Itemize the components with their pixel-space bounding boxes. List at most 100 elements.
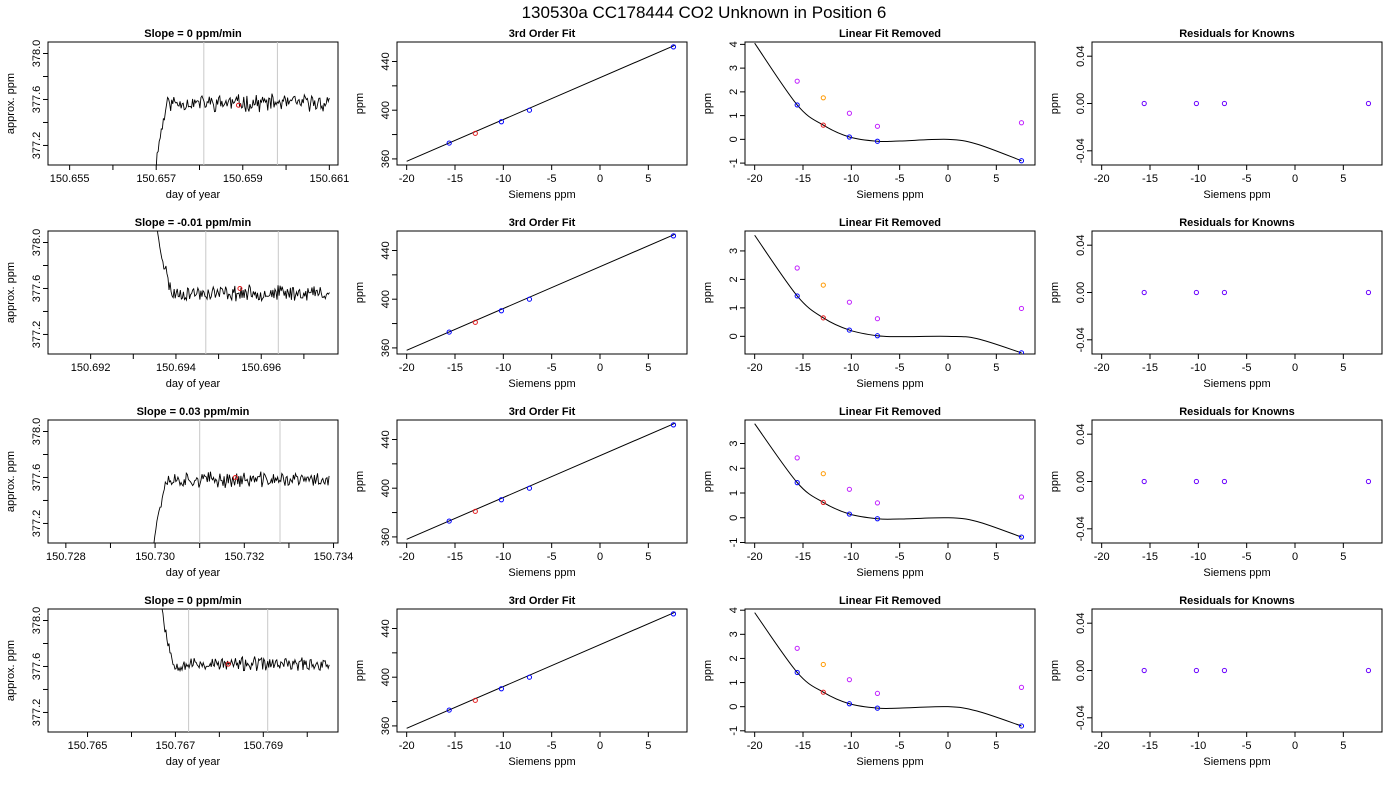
y-tick-label: 0 bbox=[728, 333, 740, 339]
data-point bbox=[794, 265, 800, 271]
data-point bbox=[1221, 289, 1228, 296]
y-axis-label: approx. ppm bbox=[5, 262, 17, 323]
y-tick-label: 377.2 bbox=[31, 132, 43, 160]
data-point bbox=[1365, 289, 1372, 296]
data-point bbox=[498, 308, 504, 314]
y-tick-label: -0.04 bbox=[1075, 327, 1087, 352]
x-tick-label: -10 bbox=[843, 551, 859, 563]
x-tick-label: 0 bbox=[945, 551, 951, 563]
data-point bbox=[1193, 478, 1200, 485]
y-axis-label: ppm bbox=[1049, 660, 1061, 681]
x-tick-label: 0 bbox=[945, 740, 951, 752]
y-tick-label: 2 bbox=[728, 89, 740, 95]
plot-frame bbox=[744, 608, 1036, 733]
panel-title: 3rd Order Fit bbox=[509, 595, 576, 607]
y-axis-label: ppm bbox=[1049, 282, 1061, 303]
y-axis-label: ppm bbox=[354, 93, 366, 114]
plot-frame bbox=[744, 41, 1036, 166]
plot-frame bbox=[744, 419, 1036, 544]
x-axis-label: Siemens ppm bbox=[856, 567, 923, 579]
panel-1-4: Residuals for Knowns -20 -15 -10 -5 0 5 -0.04 0.… bbox=[1049, 28, 1383, 201]
data-point bbox=[670, 233, 677, 239]
y-tick-label: 0.00 bbox=[1075, 471, 1087, 492]
y-tick-label: 377.2 bbox=[31, 699, 43, 727]
x-tick-label: -20 bbox=[1094, 740, 1110, 752]
panel-title: Residuals for Knowns bbox=[1179, 406, 1295, 418]
plot-area bbox=[1141, 100, 1372, 107]
panel-title: Linear Fit Removed bbox=[839, 595, 941, 607]
data-point bbox=[846, 110, 853, 116]
x-tick-label: 5 bbox=[645, 740, 651, 752]
panel-2-3: Linear Fit Removed -20 -15 -10 -5 0 5 0 1 2 3 Sieme… bbox=[702, 217, 1036, 390]
x-tick-label: -10 bbox=[495, 551, 511, 563]
data-point bbox=[472, 130, 478, 136]
x-axis-label: Siemens ppm bbox=[1203, 189, 1270, 201]
panel-title: Linear Fit Removed bbox=[839, 28, 941, 40]
x-tick-label: 150.734 bbox=[314, 551, 354, 563]
x-tick-label: -20 bbox=[399, 173, 415, 185]
x-tick-label: 150.769 bbox=[243, 740, 283, 752]
x-tick-label: -5 bbox=[1242, 740, 1252, 752]
x-axis-label: Siemens ppm bbox=[856, 378, 923, 390]
sample-marker bbox=[232, 474, 238, 480]
panel-title: Slope = 0 ppm/min bbox=[144, 595, 242, 607]
x-tick-label: -15 bbox=[447, 173, 463, 185]
x-tick-label: -20 bbox=[747, 551, 763, 563]
y-tick-label: 440 bbox=[380, 619, 392, 637]
x-tick-label: -20 bbox=[1094, 551, 1110, 563]
data-point bbox=[1018, 305, 1025, 312]
x-axis-label: Siemens ppm bbox=[1203, 567, 1270, 579]
panel-4-4: Residuals for Knowns -20 -15 -10 -5 0 5 -0.04 0.… bbox=[1049, 595, 1383, 768]
y-tick-label: 360 bbox=[380, 339, 392, 357]
y-axis-label: ppm bbox=[702, 660, 714, 681]
data-point bbox=[1018, 120, 1025, 126]
data-point bbox=[1018, 723, 1025, 729]
x-tick-label: -5 bbox=[547, 173, 557, 185]
plot-frame bbox=[47, 419, 339, 544]
x-tick-label: 5 bbox=[1340, 173, 1346, 185]
y-tick-label: 2 bbox=[728, 465, 740, 471]
x-tick-label: 5 bbox=[645, 551, 651, 563]
x-axis-label: day of year bbox=[166, 189, 221, 201]
x-tick-label: -20 bbox=[399, 740, 415, 752]
data-point bbox=[1365, 478, 1372, 485]
x-tick-label: -20 bbox=[1094, 173, 1110, 185]
x-tick-label: 150.696 bbox=[241, 362, 281, 374]
x-tick-label: 0 bbox=[597, 173, 603, 185]
data-point bbox=[794, 669, 800, 676]
data-point bbox=[820, 471, 826, 477]
x-tick-label: -5 bbox=[1242, 173, 1252, 185]
y-tick-label: 400 bbox=[380, 479, 392, 497]
data-point bbox=[526, 674, 533, 680]
y-tick-label: 400 bbox=[380, 290, 392, 308]
data-point bbox=[846, 134, 853, 140]
x-tick-label: -20 bbox=[399, 551, 415, 563]
data-point bbox=[670, 44, 677, 50]
data-point bbox=[1193, 100, 1200, 107]
panel-1-2: 3rd Order Fit -20 -15 -10 -5 0 5 360 400 440 Sieme… bbox=[354, 28, 688, 201]
x-axis-label: Siemens ppm bbox=[856, 189, 923, 201]
data-point bbox=[874, 705, 881, 711]
panel-3-3: Linear Fit Removed-20 -15 -10 -5 0 5-10123Sie… bbox=[702, 406, 1036, 579]
y-axis-label: approx. ppm bbox=[5, 640, 17, 701]
data-point bbox=[446, 140, 452, 146]
x-tick-label: -10 bbox=[843, 362, 859, 374]
fit-curve bbox=[754, 612, 1022, 727]
x-tick-label: 0 bbox=[597, 740, 603, 752]
x-tick-label: -5 bbox=[895, 173, 905, 185]
y-tick-label: 377.2 bbox=[31, 510, 43, 538]
y-tick-label: 377.6 bbox=[31, 653, 43, 681]
y-tick-label: 377.2 bbox=[31, 321, 43, 349]
x-axis-label: day of year bbox=[166, 567, 221, 579]
y-tick-label: 0.00 bbox=[1075, 660, 1087, 681]
x-axis-label: Siemens ppm bbox=[1203, 378, 1270, 390]
x-tick-label: -20 bbox=[1094, 362, 1110, 374]
x-tick-label: -10 bbox=[495, 173, 511, 185]
x-tick-label: 5 bbox=[1340, 740, 1346, 752]
x-tick-label: 0 bbox=[597, 362, 603, 374]
plot-area bbox=[406, 611, 677, 729]
panel-4-3: Linear Fit Removed-20 -15 -10 -5 0 5-101234Si… bbox=[702, 595, 1036, 768]
x-tick-label: -5 bbox=[547, 551, 557, 563]
x-tick-label: 150.655 bbox=[50, 173, 90, 185]
